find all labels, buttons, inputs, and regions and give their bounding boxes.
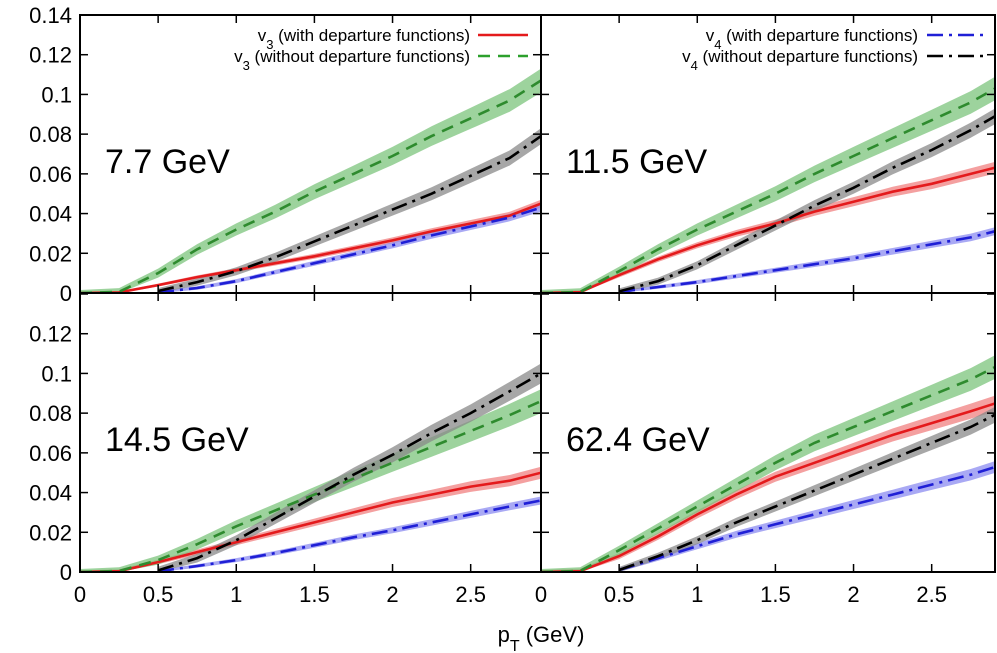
line-v3_nodep (541, 87, 995, 293)
x-axis-label: pT (GeV) (498, 622, 585, 653)
panel-4: 62.4 GeV (540, 292, 996, 573)
legend-entry: v4 (without departure functions) (682, 47, 988, 73)
y-tick-label: 0.02 (29, 520, 72, 545)
x-tick-label: 1 (691, 582, 703, 607)
x-tick-label: 2 (386, 582, 398, 607)
panel-data (541, 76, 995, 293)
line-v4_nodep (618, 114, 995, 293)
line-v3_nodep (80, 400, 541, 572)
x-tick-label: 0.5 (143, 582, 174, 607)
legend-label: v4 (with departure functions) (706, 26, 918, 52)
band-v3_dep (80, 466, 541, 572)
line-v3_nodep (541, 365, 995, 572)
y-tick-label: 0.08 (29, 401, 72, 426)
y-tick-label: 0.04 (29, 202, 72, 227)
line-v4_nodep (157, 372, 541, 572)
band-v4_dep (158, 496, 541, 572)
panel-frame (540, 292, 996, 573)
y-tick-label: 0.1 (41, 82, 72, 107)
line-v3_dep (541, 402, 995, 572)
legend-entry: v4 (with departure functions) (706, 26, 988, 52)
panel-data (80, 363, 541, 572)
y-tick-label: 0.12 (29, 322, 72, 347)
x-tick-label: 0.5 (604, 582, 635, 607)
line-v4_nodep (618, 413, 995, 572)
panel-energy-label: 14.5 GeV (105, 421, 249, 459)
line-v4_dep (157, 206, 541, 293)
panel-energy-label: 7.7 GeV (105, 143, 230, 181)
x-tick-label: 0 (535, 582, 547, 607)
legend-label: v4 (without departure functions) (682, 47, 918, 73)
x-tick-label: 2 (847, 582, 859, 607)
line-v3_dep (541, 166, 995, 293)
line-v3_nodep (80, 79, 541, 293)
y-tick-label: 0.12 (29, 43, 72, 68)
x-tick-label: 2.5 (455, 582, 486, 607)
panel-energy-label: 11.5 GeV (566, 143, 707, 181)
x-tick-label: 2.5 (916, 582, 947, 607)
x-tick-label: 1.5 (299, 582, 330, 607)
panel-data (541, 355, 995, 572)
legend-entry: v3 (without departure functions) (234, 47, 528, 73)
y-tick-label: 0.02 (29, 241, 72, 266)
legend-entry: v3 (with departure functions) (258, 26, 528, 52)
line-v4_dep (618, 465, 995, 572)
legend-label: v3 (with departure functions) (258, 26, 470, 52)
band-v3_nodep (541, 355, 995, 572)
x-tick-label: 1.5 (760, 582, 791, 607)
x-tick-label: 0 (74, 582, 86, 607)
y-tick-label: 0.04 (29, 481, 72, 506)
line-v4_nodep (157, 135, 541, 293)
y-tick-label: 0.1 (41, 361, 72, 386)
panel-energy-label: 62.4 GeV (566, 421, 710, 459)
line-v3_dep (80, 471, 541, 572)
line-v4_dep (157, 499, 541, 572)
y-tick-label: 0.06 (29, 162, 72, 187)
y-tick-label: 0 (60, 281, 72, 306)
y-tick-label: 0 (60, 560, 72, 585)
y-tick-label: 0.14 (29, 3, 72, 28)
panel-3: 14.5 GeV (79, 292, 542, 573)
line-v4_dep (618, 229, 995, 293)
y-tick-label: 0.06 (29, 441, 72, 466)
y-tick-label: 0.08 (29, 122, 72, 147)
legend-label: v3 (without departure functions) (234, 47, 470, 73)
x-tick-label: 1 (230, 582, 242, 607)
band-v4_nodep (619, 406, 995, 572)
